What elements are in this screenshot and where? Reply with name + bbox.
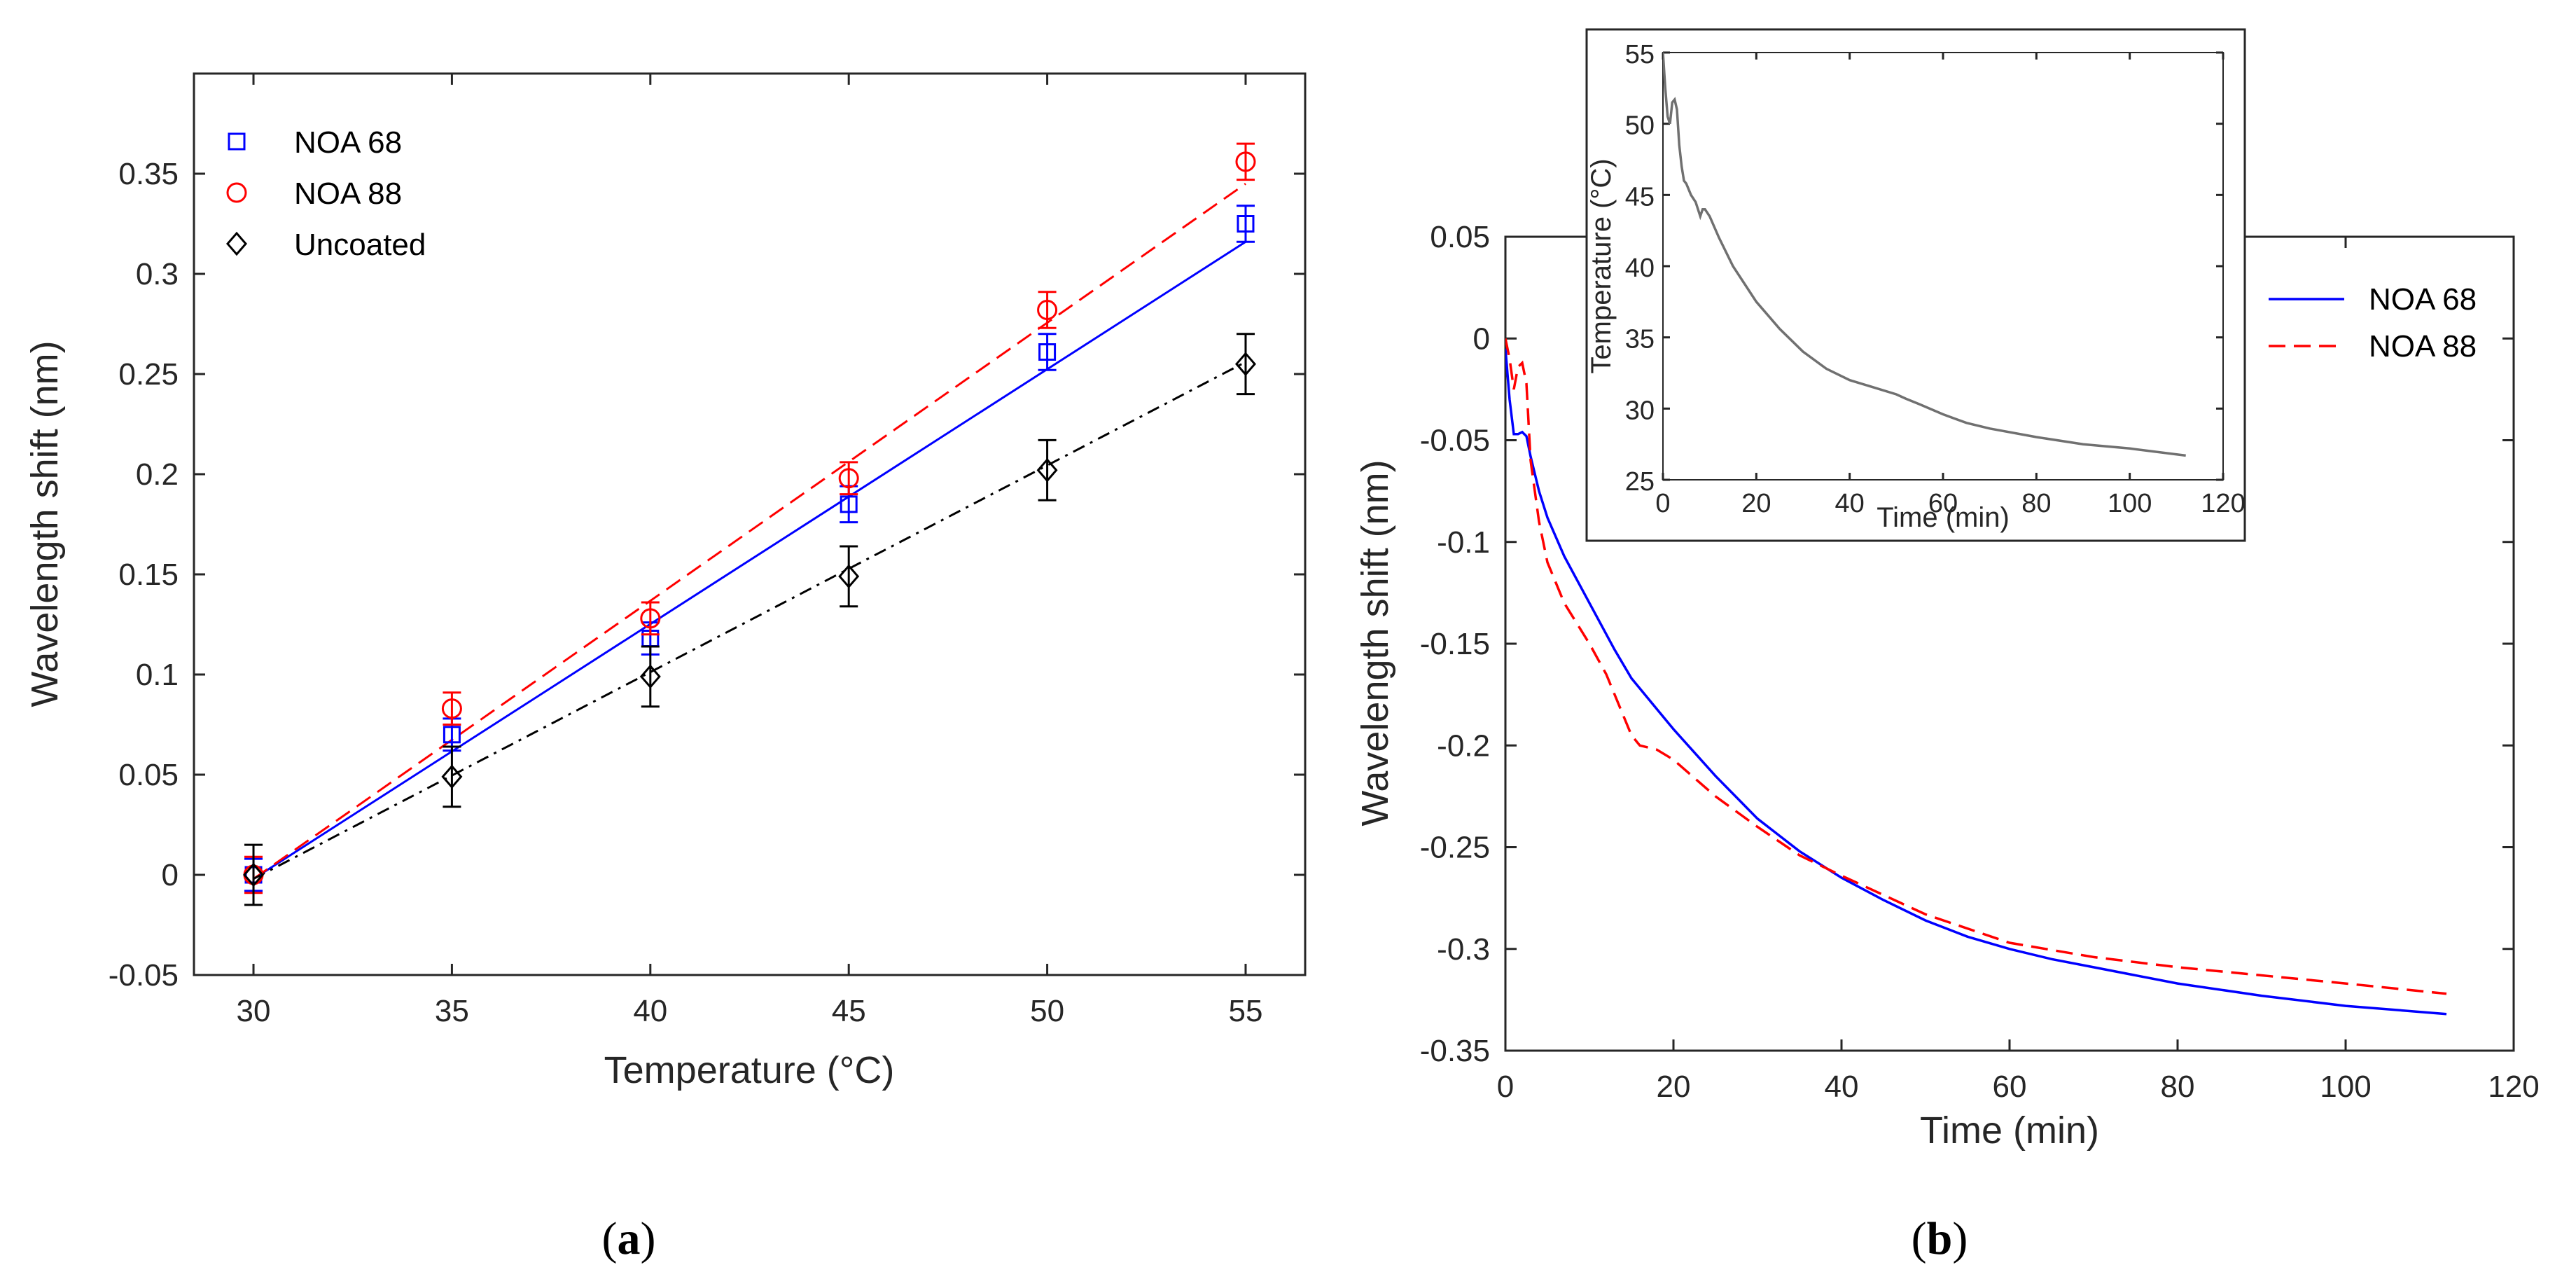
inset-xtick-label: 80 [2021,489,2051,518]
chart-b-legend-label: NOA 68 [2369,282,2477,317]
chart-a-caption: (a) [602,1213,656,1264]
chart-b-series-noa-88 [1505,338,2447,995]
chart-b-lines [1505,338,2447,1016]
inset-ytick-label: 55 [1625,40,1655,69]
chart-a-ytick-label: 0.1 [136,658,179,692]
inset-plot-area [1662,52,2224,480]
chart-b-ytick-label: 0 [1473,322,1490,356]
chart-a-point-uncoated [639,664,661,689]
chart-a-ytick-label: 0.05 [118,758,179,792]
inset-line [1663,53,2186,457]
inset-xtick-label: 0 [1655,489,1670,518]
chart-a-point-noa-88 [441,698,462,719]
chart-a-point-noa-88 [838,468,859,489]
inset-ylabel: Temperature (°C) [1586,158,1617,373]
chart-a-point-uncoated [243,862,265,887]
chart-a-points [243,142,1256,906]
chart-b-xtick-label: 120 [2488,1070,2539,1104]
inset-temperature-line [1663,53,2186,457]
chart-a-ylabel: Wavelength shift (nm) [24,340,66,707]
inset-ticks: 0 20 40 60 80 100 120 25 30 35 40 45 50 55 [1625,40,2246,518]
chart-a-legend-label: NOA 68 [294,125,402,160]
chart-a-legend-marker [226,182,247,203]
chart-b-ytick-label: -0.1 [1437,525,1490,560]
chart-a-point-noa-68 [443,726,461,744]
chart-a-ytick-label: 0 [162,858,179,892]
inset-xtick-label: 120 [2201,489,2245,518]
chart-a-ytick-label: 0.15 [118,558,179,592]
chart-b-ytick-label: -0.3 [1437,932,1490,967]
chart-a-ytick-label: 0.3 [136,257,179,291]
inset-ytick-label: 35 [1625,325,1655,354]
inset-xtick-label: 20 [1741,489,1771,518]
chart-b-ytick-label: -0.2 [1437,728,1490,763]
inset-ytick-label: 40 [1625,254,1655,283]
chart-b-caption: (b) [1912,1213,1968,1264]
chart-a-point-noa-88 [640,608,661,629]
chart-a-fit-lines [253,183,1246,880]
chart-b-xtick-label: 20 [1657,1070,1691,1104]
chart-a-point-noa-88 [1235,151,1256,172]
chart-a-ytick-label: 0.25 [118,357,179,392]
chart-a-ytick-label: 0.35 [118,157,179,191]
chart-a-legend-marker [228,132,246,151]
chart-a-point-uncoated [838,564,860,589]
chart-a-xtick-label: 50 [1030,994,1064,1028]
chart-b-ytick-label: -0.05 [1420,424,1490,458]
chart-a-point-noa-88 [1037,299,1058,320]
chart-b-inset: 0 20 40 60 80 100 120 25 30 35 40 45 50 55 Time (min)… [1585,28,2246,542]
inset-xlabel: Time (min) [1877,502,2010,533]
chart-a-legend-label: Uncoated [294,228,426,262]
inset-ytick-label: 25 [1625,467,1655,497]
inset-xtick-label: 60 [1928,489,1958,518]
inset-xtick-label: 100 [2108,489,2152,518]
chart-b-ytick-label: -0.35 [1420,1034,1490,1068]
inset-xtick-label: 40 [1835,489,1865,518]
chart-b-ylabel: Wavelength shift (nm) [1354,459,1396,826]
inset-ytick-label: 45 [1625,182,1655,212]
chart-b-ytick-label: -0.25 [1420,831,1490,865]
chart-a: 30 35 40 45 50 55 -0.05 0 0.05 0.1 0.15 0.2 0.25 0.3 0… [24,72,1307,1264]
chart-a-legend-marker [226,231,247,256]
chart-a-point-noa-68 [840,495,858,513]
chart-b-xlabel: Time (min) [1920,1109,2099,1152]
chart-a-point-noa-68 [1038,343,1057,361]
chart-a-xtick-label: 45 [832,994,866,1028]
chart-b-xtick-label: 0 [1497,1070,1514,1104]
chart-b-xtick-label: 80 [2161,1070,2195,1104]
chart-a-legend-label: NOA 88 [294,177,402,211]
chart-a-point-uncoated [1234,352,1256,376]
chart-a-xlabel: Temperature (°C) [604,1049,895,1091]
chart-b-legend-label: NOA 88 [2369,329,2477,364]
chart-b-xtick-label: 100 [2320,1070,2371,1104]
chart-b-series-noa-68 [1505,348,2447,1016]
chart-a-fit-uncoated [253,361,1246,880]
chart-a-legend: NOA 68 NOA 88 Uncoated [226,125,426,262]
chart-b-ytick-label: -0.15 [1420,627,1490,661]
chart-a-point-noa-68 [1237,215,1255,233]
chart-a-ytick-label: 0.2 [136,457,179,492]
chart-b-legend: NOA 68 NOA 88 [2269,282,2477,364]
chart-a-xtick-label: 55 [1229,994,1263,1028]
chart-b-ticks: 0 20 40 60 80 100 120 -0.35 -0.3 -0.25 -0.2 -0.15 -0… [1420,220,2540,1104]
chart-b-xtick-label: 60 [1993,1070,2027,1104]
chart-a-fit-noa-88 [253,183,1246,880]
chart-a-point-uncoated [441,764,463,789]
chart-a-xtick-label: 35 [435,994,469,1028]
chart-a-xtick-label: 40 [633,994,667,1028]
chart-a-ticks: 30 35 40 45 50 55 -0.05 0 0.05 0.1 0.15 0.2 0.25 0.3 0… [109,74,1305,1028]
chart-a-ytick-label: -0.05 [109,958,179,993]
chart-a-xtick-label: 30 [237,994,271,1028]
inset-ytick-label: 30 [1625,396,1655,425]
chart-a-point-uncoated [1036,457,1058,483]
chart-b-ytick-label: 0.05 [1430,220,1490,254]
chart-a-plot-area [193,72,1307,976]
chart-a-fit-noa-68 [253,240,1246,880]
chart-b-xtick-label: 40 [1825,1070,1859,1104]
inset-ytick-label: 50 [1625,111,1655,141]
